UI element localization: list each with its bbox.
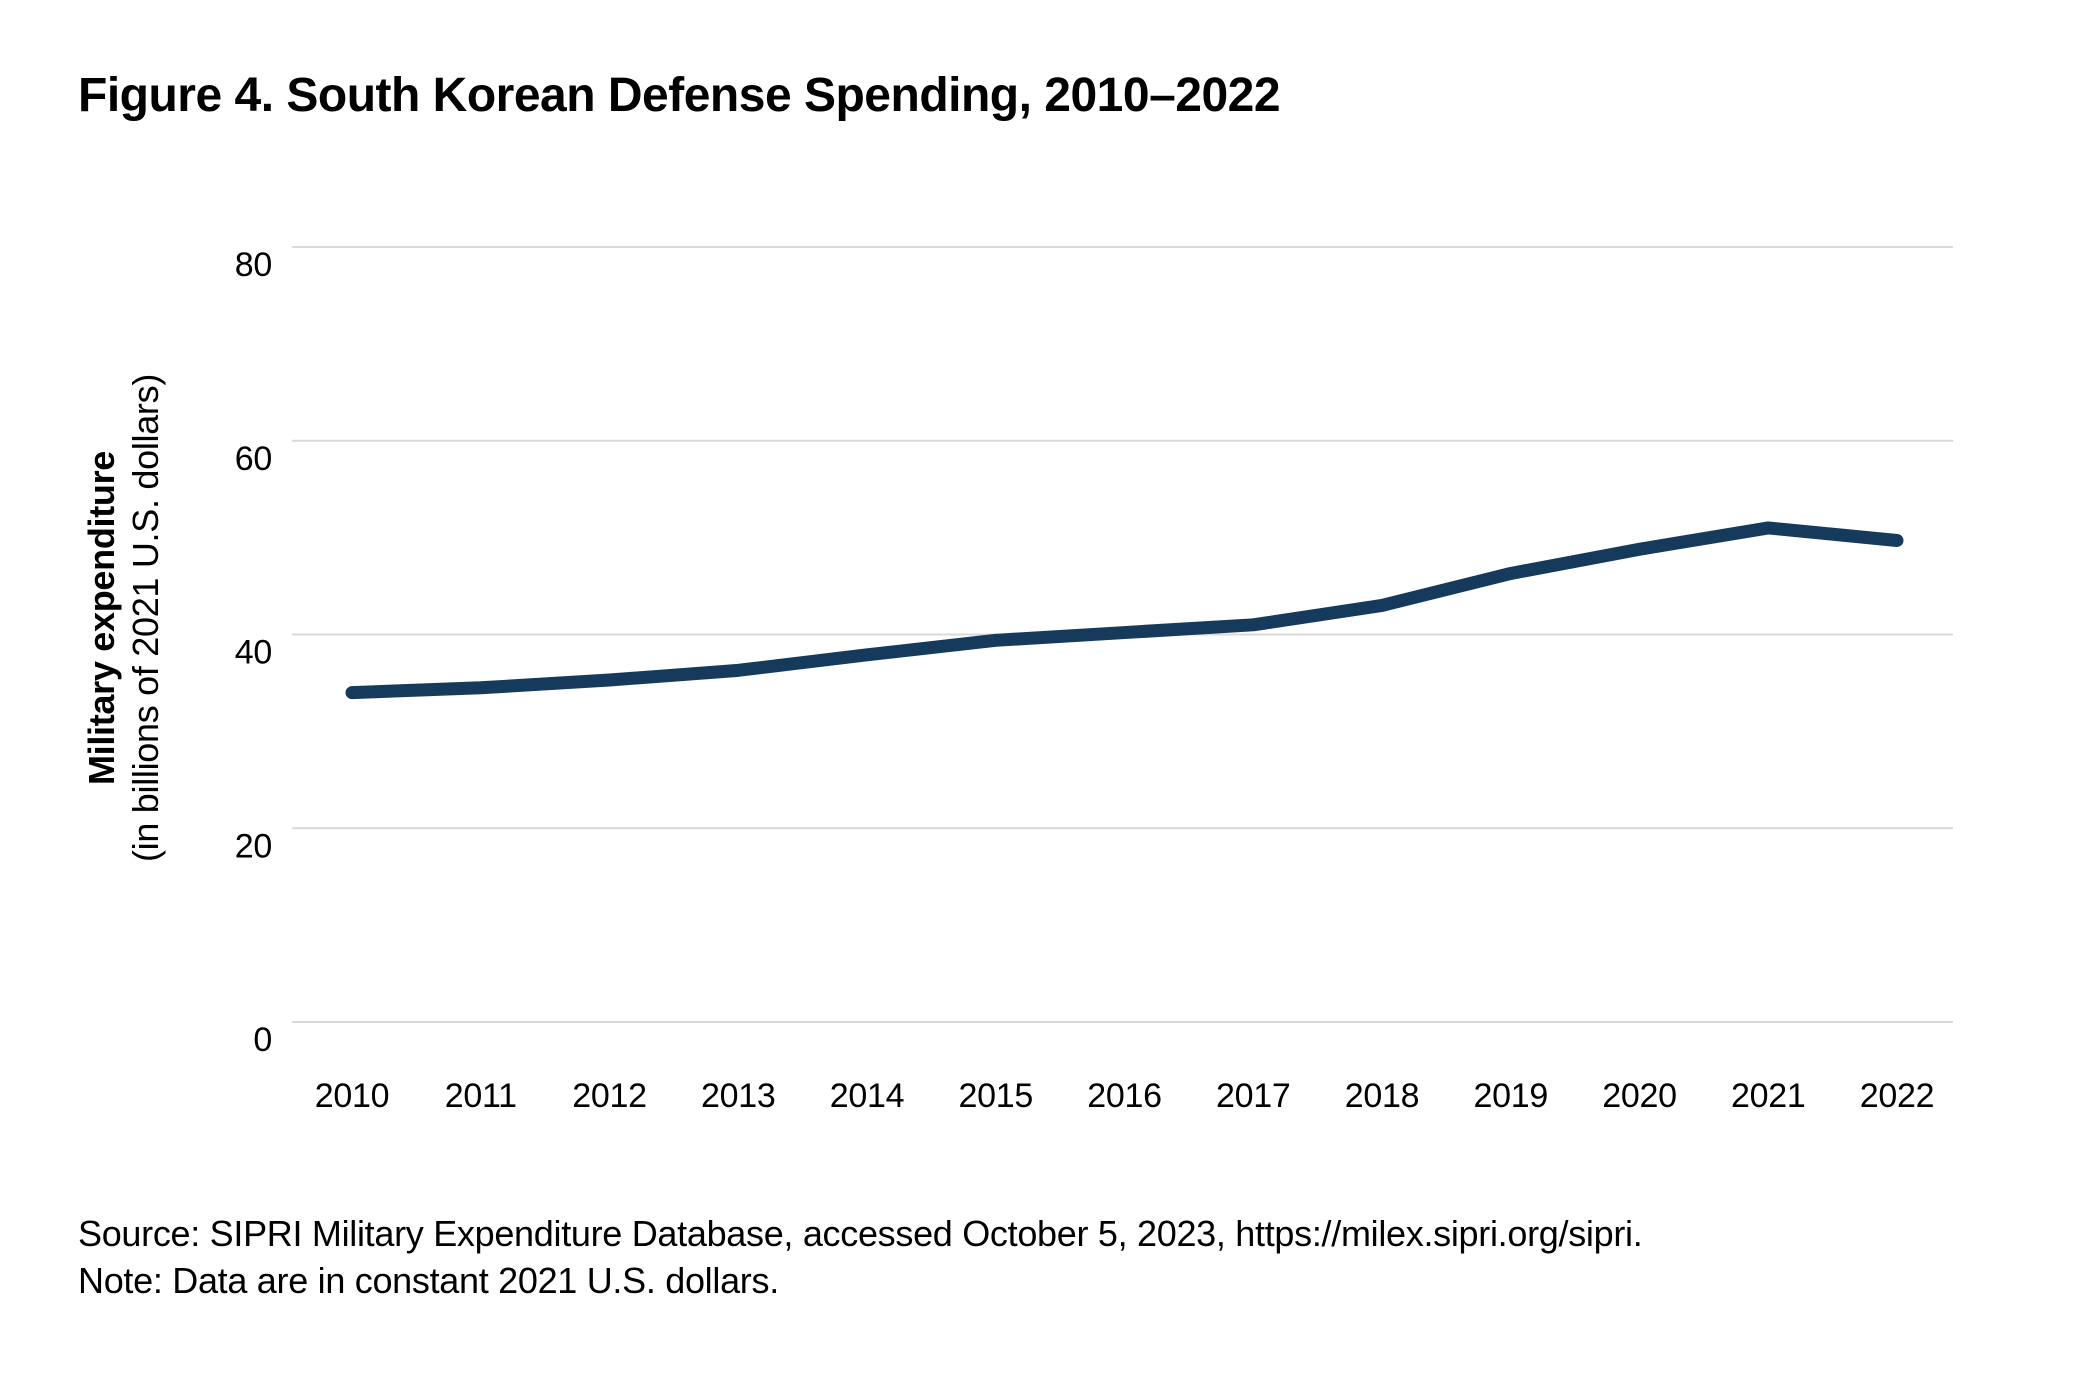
x-tick-label: 2010 [315,1077,389,1115]
y-tick-label: 20 [235,827,272,865]
y-tick-label: 40 [235,634,272,672]
figure-title: Figure 4. South Korean Defense Spending,… [78,69,1281,122]
x-tick-label: 2014 [830,1077,904,1115]
source-text: Source: SIPRI Military Expenditure Datab… [78,1213,1643,1254]
x-tick-label: 2016 [1087,1077,1161,1115]
y-tick-label: 80 [235,246,272,284]
x-tick-label: 2013 [701,1077,775,1115]
x-tick-label: 2015 [959,1077,1033,1115]
y-tick-label: 0 [253,1021,272,1059]
x-tick-label: 2017 [1216,1077,1290,1115]
note-text: Note: Data are in constant 2021 U.S. dol… [78,1260,779,1301]
y-tick-label: 60 [235,440,272,478]
x-tick-label: 2012 [572,1077,646,1115]
x-tick-label: 2019 [1474,1077,1548,1115]
x-tick-label: 2022 [1860,1077,1934,1115]
spending-line [345,521,1904,700]
x-tick-label: 2020 [1602,1077,1676,1115]
figure-footer: Source: SIPRI Military Expenditure Datab… [78,1210,1643,1304]
x-tick-label: 2018 [1345,1077,1419,1115]
x-tick-label: 2011 [445,1077,517,1115]
x-tick-label: 2021 [1731,1077,1805,1115]
